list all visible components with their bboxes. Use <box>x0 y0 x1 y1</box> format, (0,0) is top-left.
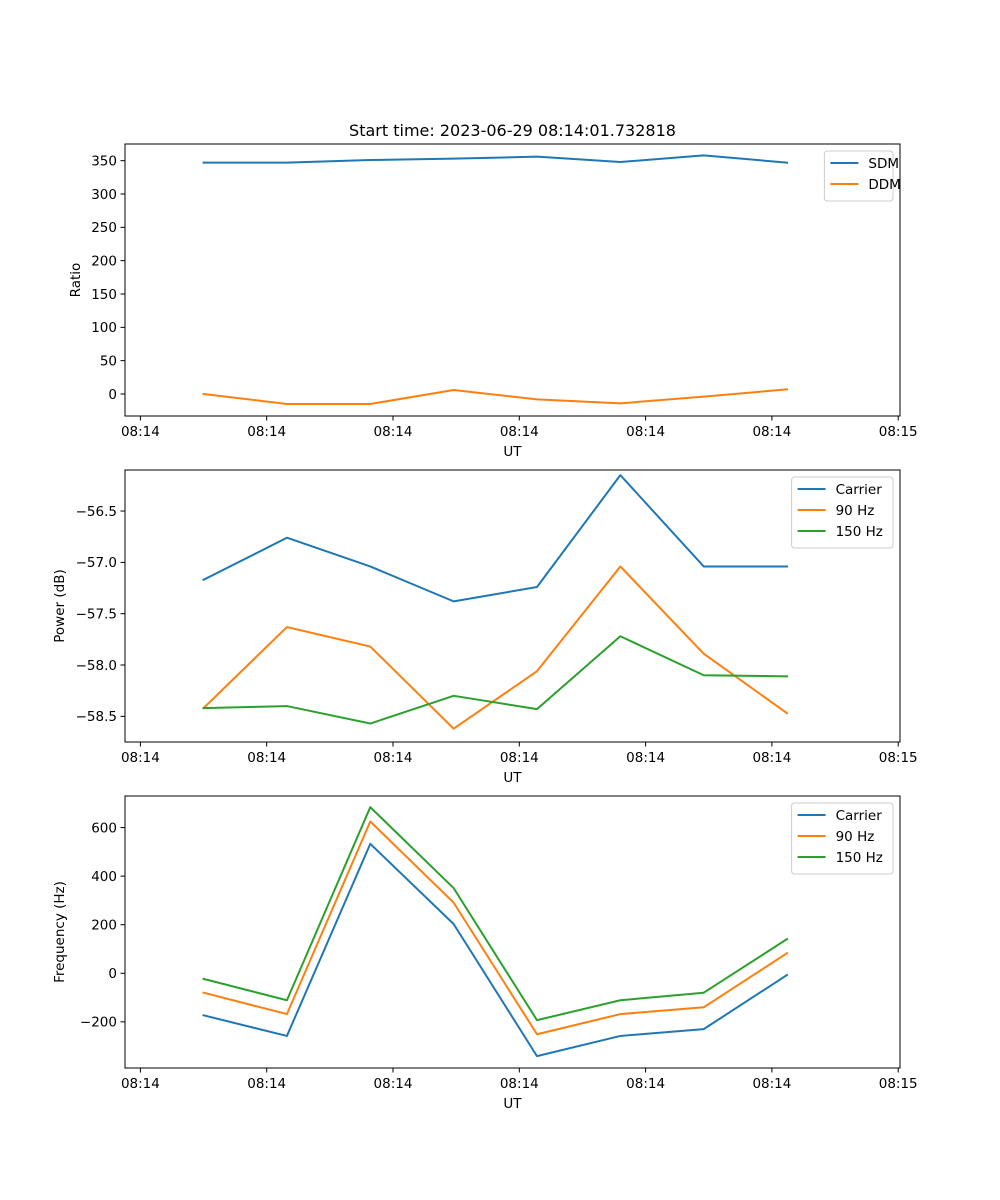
y-tick-label: 200 <box>91 253 117 269</box>
x-tick-label: 08:14 <box>374 750 413 766</box>
series-line-90-hz <box>202 820 789 1036</box>
x-tick-label: 08:14 <box>121 1076 160 1092</box>
y-tick-label: −58.0 <box>76 658 117 674</box>
x-tick-label: 08:15 <box>879 1076 918 1092</box>
legend-entry-label: 90 Hz <box>836 829 875 845</box>
y-tick-label: 350 <box>91 153 117 169</box>
axes-frame <box>124 795 901 1069</box>
x-tick-label: 08:14 <box>374 1076 413 1092</box>
x-tick-label: 08:14 <box>500 1076 539 1092</box>
x-tick-label: 08:14 <box>500 750 539 766</box>
x-tick-label: 08:15 <box>879 424 918 440</box>
x-tick-label: 08:14 <box>247 424 286 440</box>
x-tick-label: 08:14 <box>500 424 539 440</box>
y-tick-label: 300 <box>91 187 117 203</box>
panel-2: 08:14 08:14 08:14 08:14 08:14 08:14 08:15 −58.5… <box>52 469 918 786</box>
y-tick-label: −56.5 <box>76 504 117 520</box>
panel-3: 08:14 08:14 08:14 08:14 08:14 08:14 08:15 −200 0… <box>52 795 918 1112</box>
y-axis-label: Power (dB) <box>52 569 68 642</box>
legend-entry-label: Carrier <box>836 808 883 824</box>
legend-entry-label: 150 Hz <box>836 524 883 540</box>
series-line-150-hz <box>202 806 789 1022</box>
x-tick-label: 08:14 <box>752 424 791 440</box>
x-tick-label: 08:14 <box>247 750 286 766</box>
y-tick-label: 400 <box>91 869 117 885</box>
x-tick-label: 08:15 <box>879 750 918 766</box>
legend-entry-label: 90 Hz <box>836 503 875 519</box>
y-axis-label: Ratio <box>68 263 84 298</box>
axes-frame <box>124 143 901 417</box>
y-tick-label: 250 <box>91 220 117 236</box>
x-axis-label: UT <box>503 444 522 460</box>
series-line-90-hz <box>202 565 789 730</box>
x-axis-label: UT <box>503 770 522 786</box>
y-axis-label: Frequency (Hz) <box>52 881 68 983</box>
legend-entry-label: 150 Hz <box>836 850 883 866</box>
y-tick-label: 50 <box>100 353 117 369</box>
figure-title: Start time: 2023-06-29 08:14:01.732818 <box>349 121 676 140</box>
axes-frame <box>124 469 901 743</box>
legend-entry-label: DDM <box>868 177 900 193</box>
x-tick-label: 08:14 <box>247 1076 286 1092</box>
y-tick-label: −200 <box>80 1015 117 1031</box>
series-line-sdm <box>202 154 789 164</box>
legend: Carrier 90 Hz 150 Hz <box>791 802 894 875</box>
series-line-carrier <box>202 474 789 603</box>
x-tick-label: 08:14 <box>626 1076 665 1092</box>
x-tick-label: 08:14 <box>752 1076 791 1092</box>
x-tick-label: 08:14 <box>374 424 413 440</box>
y-tick-label: −58.5 <box>76 709 117 725</box>
y-tick-label: 0 <box>108 966 117 982</box>
legend-entry-label: Carrier <box>836 482 883 498</box>
y-tick-label: 100 <box>91 320 117 336</box>
series-line-150-hz <box>202 635 789 725</box>
x-axis-label: UT <box>503 1096 522 1112</box>
y-tick-label: −57.5 <box>76 606 117 622</box>
x-tick-label: 08:14 <box>121 750 160 766</box>
x-tick-label: 08:14 <box>752 750 791 766</box>
legend: Carrier 90 Hz 150 Hz <box>791 476 894 549</box>
legend-entry-label: SDM <box>868 156 899 172</box>
x-tick-label: 08:14 <box>626 750 665 766</box>
series-line-carrier <box>202 842 789 1058</box>
x-tick-label: 08:14 <box>121 424 160 440</box>
series-line-ddm <box>202 388 789 405</box>
y-tick-label: −57.0 <box>76 555 117 571</box>
y-tick-label: 600 <box>91 820 117 836</box>
y-tick-label: 0 <box>108 387 117 403</box>
panel-1: 08:14 08:14 08:14 08:14 08:14 08:14 08:15 0 50 10… <box>68 143 918 460</box>
x-tick-label: 08:14 <box>626 424 665 440</box>
y-tick-label: 200 <box>91 918 117 934</box>
y-tick-label: 150 <box>91 287 117 303</box>
legend: SDM DDM <box>823 150 901 202</box>
